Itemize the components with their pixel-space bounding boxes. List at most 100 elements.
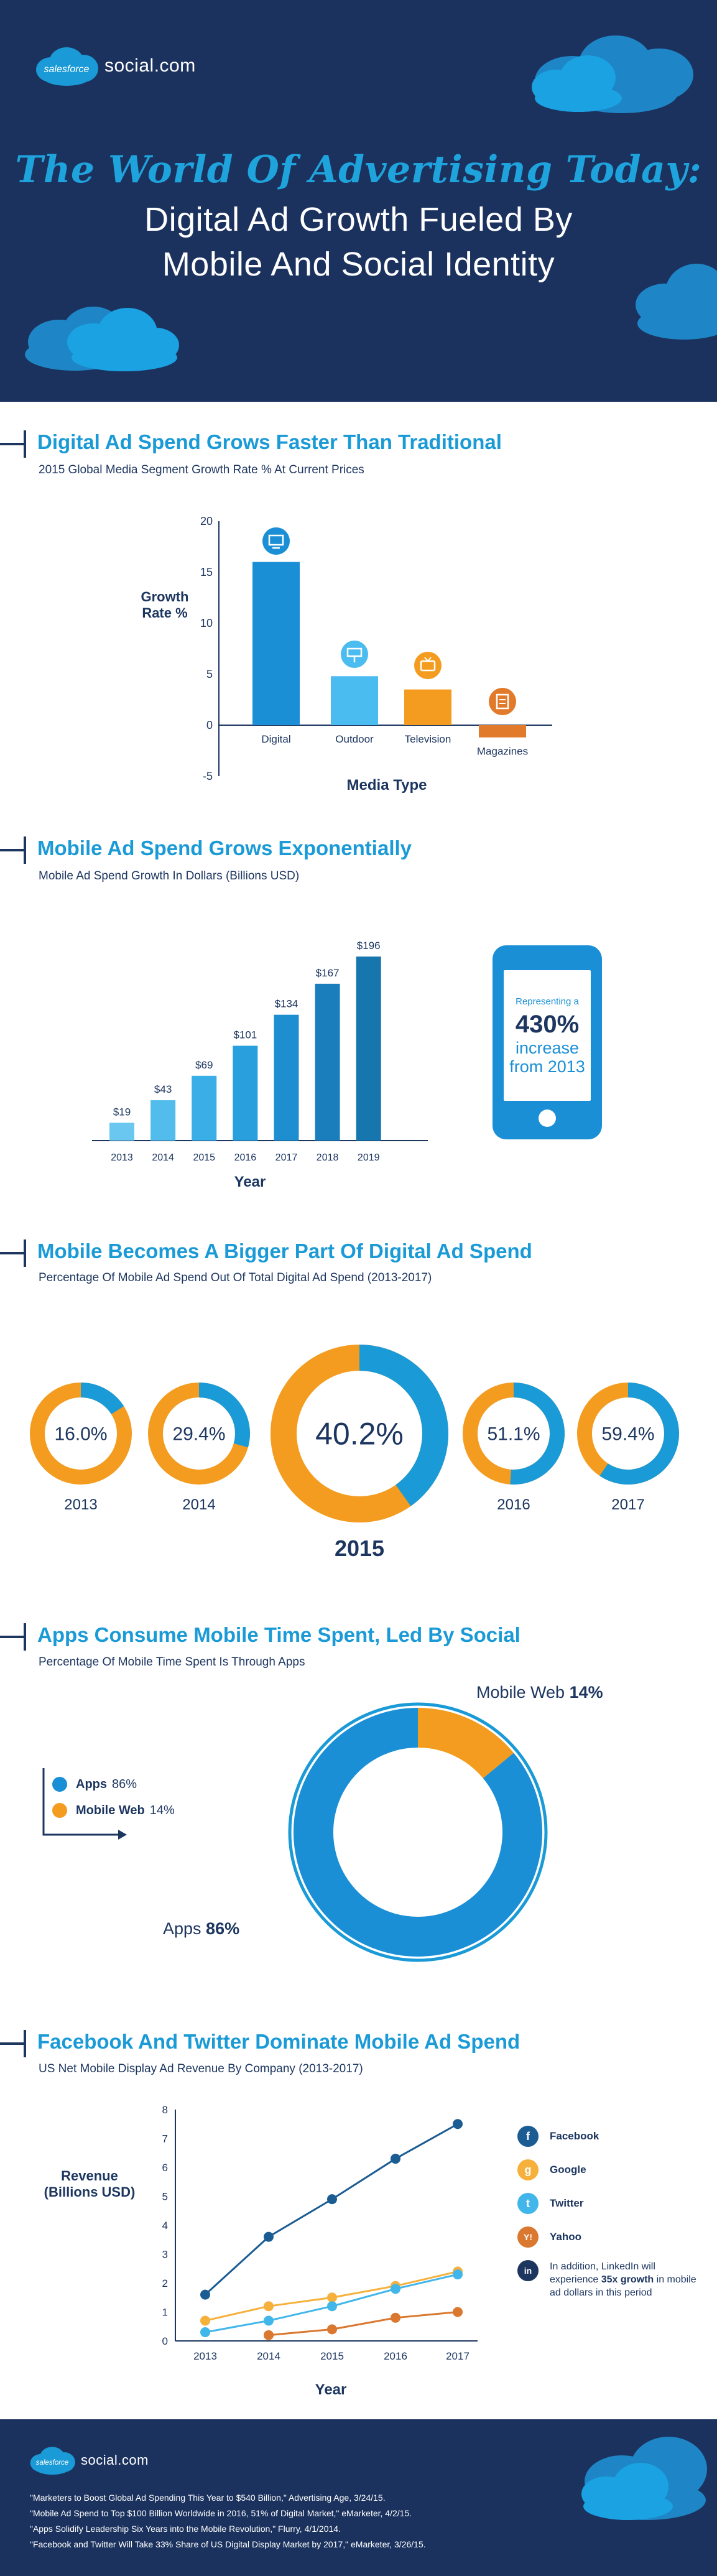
legend-item-facebook: f Facebook xyxy=(517,2126,704,2147)
y-tick-label: 6 xyxy=(162,2162,168,2174)
x-tick-label: 2017 xyxy=(275,1152,298,1163)
media-growth-bar-chart: Growth Rate % Media Type 20 15 10 5 0 -5 Digit… xyxy=(141,515,552,794)
legend-apps-value: 86% xyxy=(112,1777,137,1791)
source-item[interactable]: "Facebook and Twitter Will Take 33% Shar… xyxy=(30,2539,426,2549)
donut-value-label: 51.1% xyxy=(487,1424,540,1445)
series-point-twitter xyxy=(264,2315,274,2326)
phone-text-percent: 430% xyxy=(515,1011,580,1038)
donut-value-label: 59.4% xyxy=(601,1424,654,1445)
salesforce-logo[interactable]: salesforce social.com xyxy=(32,44,196,88)
apps-dot-icon xyxy=(52,1777,67,1792)
mobile-share-donut-charts: 16.0% 2013 29.4% 2014 40.2% 2015 51.1% 2016 59.4… xyxy=(30,1345,679,1561)
source-item[interactable]: "Apps Solidify Leadership Six Years into… xyxy=(30,2524,341,2534)
source-item[interactable]: "Marketers to Boost Global Ad Spending T… xyxy=(30,2493,386,2503)
app-vs-web-donut-chart: Mobile Web 14% Apps 86% xyxy=(42,1683,603,1962)
cloud-icon xyxy=(532,55,622,112)
y-axis-label: (Billions USD) xyxy=(44,2184,136,2200)
x-tick-label: 2014 xyxy=(257,2350,280,2362)
yahoo-icon: Y! xyxy=(517,2226,539,2248)
section-divider xyxy=(24,1623,26,1651)
x-tick-label: Magazines xyxy=(477,746,528,758)
section-divider xyxy=(24,1239,26,1267)
salesforce-cloud-icon: salesforce xyxy=(36,47,98,86)
x-tick-label: 2013 xyxy=(111,1152,133,1163)
series-line-facebook xyxy=(204,2123,458,2296)
phone-text-from-year: from 2013 xyxy=(509,1057,585,1076)
television-icon xyxy=(414,652,442,679)
donut-mobile-share-2017 xyxy=(599,1383,679,1485)
hero-line-1: Digital Ad Growth Fueled By xyxy=(144,201,573,238)
series-point-twitter xyxy=(391,2284,400,2294)
y-axis-label: Growth xyxy=(141,589,189,605)
y-tick-label: 5 xyxy=(162,2191,168,2203)
y-tick-label: -5 xyxy=(203,770,213,782)
section-1-subtitle: 2015 Global Media Segment Growth Rate % … xyxy=(39,463,364,476)
y-tick-label: 1 xyxy=(162,2307,168,2319)
y-axis-label: Rate % xyxy=(142,605,187,621)
y-tick-label: 15 xyxy=(200,566,213,578)
legend-web-label: Mobile Web xyxy=(76,1803,145,1817)
linkedin-note-post: in mobile ad dollars in this period xyxy=(550,2274,696,2298)
donut-value-label: 16.0% xyxy=(54,1424,107,1445)
bar-2013 xyxy=(109,1123,134,1141)
section-divider xyxy=(0,1636,25,1638)
section-4-subtitle: Percentage Of Mobile Time Spent Is Throu… xyxy=(39,1656,305,1669)
bar-2017 xyxy=(274,1014,299,1141)
bar-2016 xyxy=(233,1045,258,1141)
y-tick-label: 0 xyxy=(206,719,213,731)
footer-banner: salesforce social.com xyxy=(0,2419,717,2576)
slice-mobile-web-label: Mobile Web 14% xyxy=(476,1683,603,1702)
mobile-web-dot-icon xyxy=(52,1803,67,1818)
footer-salesforce-logo[interactable]: salesforce social.com xyxy=(27,2444,149,2476)
outdoor-billboard-icon xyxy=(341,641,368,668)
section-divider xyxy=(24,2030,26,2057)
mobile-ad-spend-bar-chart: Year $19 2013 $43 2014 $69 2015 $101 2016 $134 20… xyxy=(92,940,428,1190)
google-icon: g xyxy=(517,2159,539,2180)
donut-year-label: 2015 xyxy=(335,1536,384,1561)
legend-item-apps: Apps 86% xyxy=(52,1777,175,1792)
bar-value-label: $69 xyxy=(195,1059,213,1071)
phone-screen: Representing a 430% increase from 2013 xyxy=(504,970,591,1101)
legend-bracket-line xyxy=(42,1768,118,1836)
donut-mobile-share-2013 xyxy=(80,1383,124,1415)
series-point-twitter xyxy=(453,2269,463,2280)
series-line-yahoo xyxy=(268,2311,458,2337)
legend-google-label: Google xyxy=(550,2164,586,2175)
y-tick-label: 10 xyxy=(200,617,213,629)
y-tick-label: 3 xyxy=(162,2249,168,2261)
legend-twitter-label: Twitter xyxy=(550,2197,584,2209)
bar-magazines xyxy=(479,725,526,738)
section-2-subtitle: Mobile Ad Spend Growth In Dollars (Billi… xyxy=(39,869,300,883)
donut-mobile-share-2015 xyxy=(359,1345,448,1506)
slice-mobile-web xyxy=(417,1708,514,1779)
legend-yahoo-label: Yahoo xyxy=(550,2231,582,2243)
bar-outdoor xyxy=(331,676,378,725)
bar-value-label: $134 xyxy=(275,998,298,1010)
donut-year-label: 2013 xyxy=(64,1496,97,1513)
section-divider xyxy=(0,2042,25,2045)
y-tick-label: 7 xyxy=(162,2133,168,2145)
bar-2015 xyxy=(192,1075,217,1141)
section-divider xyxy=(0,443,25,445)
svg-text:salesforce: salesforce xyxy=(44,64,90,75)
y-axis-label: Revenue xyxy=(61,2168,118,2184)
source-item[interactable]: "Mobile Ad Spend to Top $100 Billion Wor… xyxy=(30,2508,412,2518)
donut-year-label: 2016 xyxy=(497,1496,530,1513)
y-tick-label: 4 xyxy=(162,2220,168,2231)
donut-outer-ring xyxy=(288,1702,548,1962)
series-point-facebook xyxy=(264,2231,274,2242)
donut-value-label: 40.2% xyxy=(315,1417,404,1452)
header-clouds xyxy=(25,35,717,371)
bar-2014 xyxy=(150,1100,176,1141)
series-point-facebook xyxy=(200,2289,210,2300)
series-point-google xyxy=(264,2301,274,2312)
y-tick-label: 2 xyxy=(162,2277,168,2289)
x-tick-label: 2018 xyxy=(317,1152,339,1163)
y-tick-label: 8 xyxy=(162,2104,168,2116)
bar-value-label: $101 xyxy=(233,1029,257,1040)
bar-value-label: $167 xyxy=(316,967,340,979)
slice-apps-label: Apps 86% xyxy=(163,1919,239,1938)
x-tick-label: 2015 xyxy=(320,2350,344,2362)
x-tick-label: 2016 xyxy=(384,2350,407,2362)
linkedin-icon: in xyxy=(517,2260,539,2281)
